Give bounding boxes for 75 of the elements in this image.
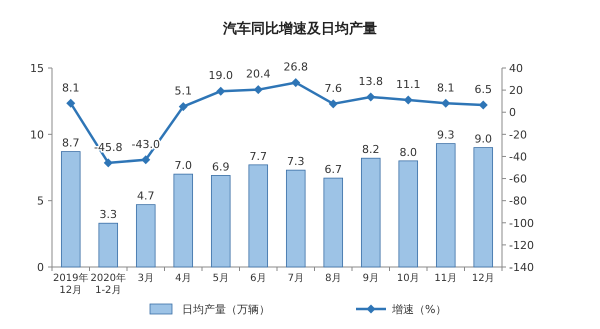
y2-tick-label: -20 (509, 128, 527, 142)
y2-tick-label: 20 (509, 84, 523, 98)
data-label: 5.1 (174, 84, 192, 98)
data-label: 8.2 (362, 143, 380, 156)
x-tick-label: 5月 (212, 273, 229, 284)
point (404, 95, 413, 104)
x-tick-label: 2020年 1-2月 (90, 272, 126, 296)
data-label: 11.1 (396, 78, 420, 91)
bar (436, 143, 456, 268)
x-tick-label: 4月 (175, 273, 192, 284)
data-label: 9.0 (474, 132, 492, 146)
bar (136, 204, 156, 268)
bar (360, 158, 381, 268)
data-label: 26.8 (284, 60, 308, 74)
y2-tick-label: -80 (509, 194, 527, 208)
data-label: 7.3 (287, 155, 304, 168)
bar (248, 164, 268, 268)
x-tick-label: 11月 (434, 273, 458, 284)
y2-tick-label: -40 (509, 150, 527, 164)
data-label: 19.0 (208, 69, 233, 82)
legend-label: 日均产量（万辆） (182, 303, 270, 316)
y2-tick-label: -120 (509, 238, 534, 252)
point (366, 92, 376, 102)
point (254, 85, 263, 94)
bar (323, 178, 344, 268)
data-label: 8.1 (437, 81, 454, 94)
data-label: 6.5 (474, 83, 492, 96)
data-label: 13.8 (358, 74, 383, 88)
bar (210, 175, 231, 268)
bar (398, 160, 418, 268)
y2-tick-label: -100 (509, 216, 534, 230)
data-label: 7.7 (250, 150, 267, 163)
point (141, 155, 150, 164)
data-label: 6.7 (324, 163, 342, 176)
point (441, 98, 450, 108)
bar (473, 147, 494, 268)
x-tick-label: 10月 (396, 273, 420, 284)
data-label: 8.7 (62, 136, 80, 150)
x-tick-label: 9月 (362, 273, 379, 284)
data-label: 6.9 (212, 160, 230, 174)
y-tick-label: 0 (37, 261, 44, 274)
point (216, 86, 226, 96)
bar (60, 151, 81, 268)
x-tick-label: 3月 (138, 273, 154, 284)
point (328, 99, 338, 108)
data-label: 8.0 (400, 146, 417, 159)
y-tick-label: 15 (30, 62, 44, 75)
y2-tick-label: 40 (509, 62, 523, 75)
x-tick-label: 2019年 12月 (53, 272, 88, 296)
point (66, 98, 76, 108)
y2-tick-label: 0 (509, 106, 516, 120)
x-tick-label: 8月 (325, 273, 342, 284)
point (478, 100, 488, 110)
bar (286, 170, 306, 268)
point (104, 158, 113, 168)
data-label: 8.1 (62, 81, 80, 94)
data-label: 9.3 (437, 128, 454, 142)
x-tick-label: 6月 (250, 273, 266, 284)
data-label: 4.7 (137, 190, 154, 203)
x-tick-label: 7月 (288, 273, 304, 284)
bar (98, 222, 118, 268)
y2-tick-label: -60 (509, 172, 527, 186)
chart-title: 汽车同比增速及日均产量 (222, 20, 377, 37)
point (291, 78, 300, 88)
data-label: 20.4 (246, 68, 270, 81)
y-tick-label: 5 (37, 194, 44, 208)
y-tick-label: 10 (30, 128, 44, 142)
bar (173, 174, 194, 268)
data-label: 3.3 (100, 208, 117, 222)
legend-label: 增速（%） (391, 303, 446, 316)
point (178, 102, 188, 112)
data-label: 7.0 (174, 159, 192, 172)
y2-tick-label: -140 (509, 261, 534, 274)
x-tick-label: 12月 (472, 273, 495, 284)
data-label: 7.6 (324, 82, 342, 95)
